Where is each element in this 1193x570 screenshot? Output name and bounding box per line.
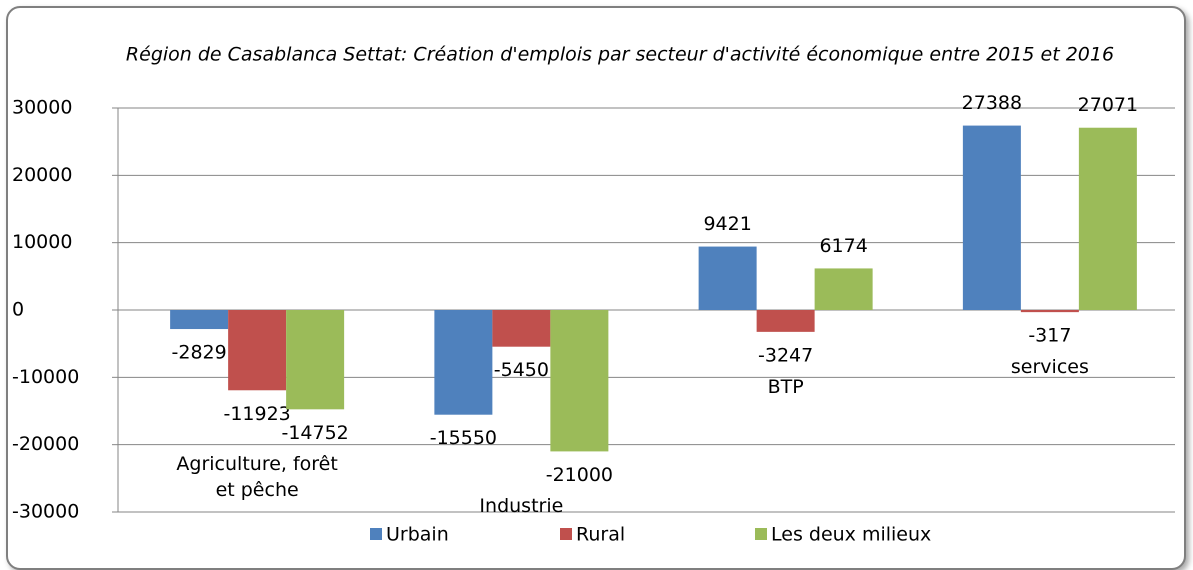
bar	[756, 310, 815, 332]
data-label: -3247	[758, 344, 813, 366]
data-label: -317	[1028, 325, 1071, 347]
legend-swatch	[755, 528, 767, 540]
bar	[814, 268, 873, 310]
bar	[492, 310, 551, 347]
legend-swatch	[370, 528, 382, 540]
legend-label: Urbain	[386, 524, 449, 546]
data-label: 27388	[962, 92, 1022, 114]
bar	[962, 125, 1021, 310]
data-label: -15550	[430, 427, 497, 449]
y-tick-label: -20000	[12, 433, 79, 455]
bar	[286, 310, 345, 410]
y-tick-label: 0	[12, 299, 24, 321]
chart-title: Région de Casablanca Settat: Création d'…	[126, 44, 1114, 66]
bar	[1020, 310, 1079, 313]
chart: Région de Casablanca Settat: Création d'…	[12, 44, 1175, 546]
x-tick-label: BTP	[767, 375, 804, 398]
bar	[170, 310, 229, 330]
data-label: 9421	[703, 213, 751, 235]
y-tick-label: -30000	[12, 501, 79, 523]
data-label: 27071	[1078, 94, 1138, 116]
x-tick-label: services	[1010, 356, 1089, 379]
bar	[1078, 127, 1137, 311]
y-tick-label: 30000	[12, 97, 72, 119]
bar	[698, 246, 757, 310]
bar	[434, 310, 493, 415]
x-tick-label: Agriculture, forêt et pêche	[176, 453, 338, 502]
x-tick-label: Industrie	[479, 495, 564, 518]
data-label: -5450	[494, 359, 549, 381]
bar	[550, 310, 609, 452]
data-label: -21000	[546, 464, 613, 486]
legend-swatch	[560, 528, 572, 540]
data-label: -2829	[172, 342, 227, 364]
y-tick-label: -10000	[12, 366, 79, 388]
data-label: -11923	[223, 403, 290, 425]
y-tick-label: 10000	[12, 231, 72, 253]
data-label: 6174	[819, 235, 867, 257]
bar	[228, 310, 287, 391]
legend-label: Rural	[576, 524, 625, 546]
data-label: -14752	[281, 422, 348, 444]
legend-label: Les deux milieux	[771, 524, 931, 546]
y-tick-label: 20000	[12, 164, 72, 186]
